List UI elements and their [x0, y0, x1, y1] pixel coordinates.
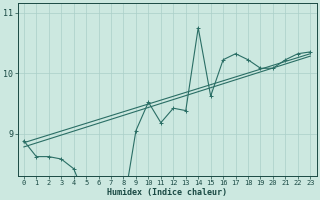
X-axis label: Humidex (Indice chaleur): Humidex (Indice chaleur)	[107, 188, 227, 197]
